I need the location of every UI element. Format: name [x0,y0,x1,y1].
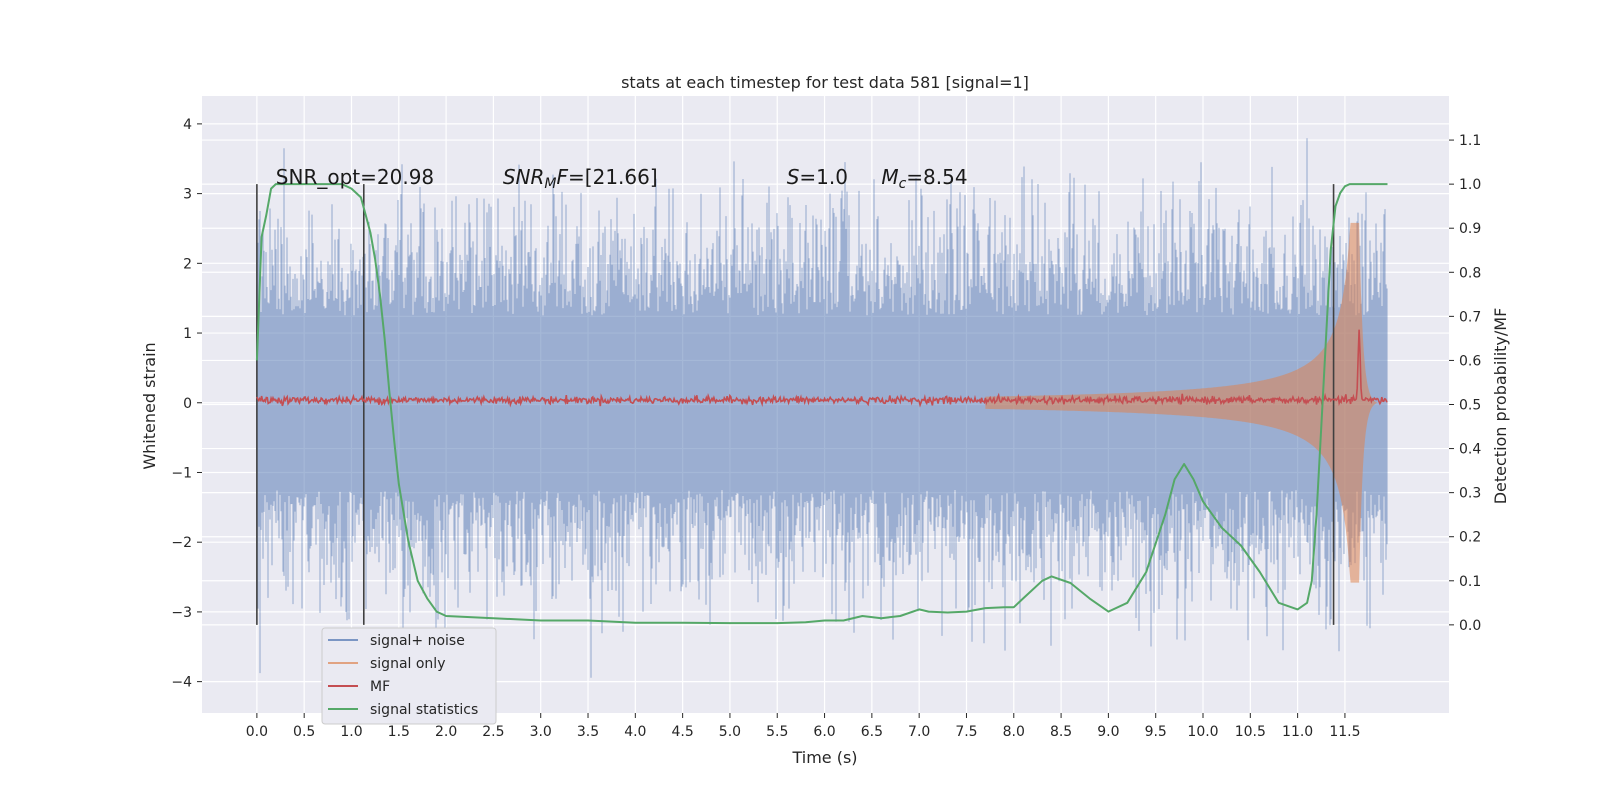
y-axis-ticks: 4 3 2 1 0 −1 −2 −3 −4 [171,117,202,691]
annotations: SNR_opt=20.98 SNRMF=[21.66] S=1.0 Mc=8.54 [276,165,968,192]
x-tick-label: 4.0 [624,724,646,740]
y2-tick-label: 0.9 [1459,221,1481,237]
x-tick-label: 1.0 [340,724,362,740]
x-tick-label: 1.5 [388,724,410,740]
y-tick-label: 1 [183,326,192,342]
x-tick-label: 3.5 [577,724,599,740]
x-tick-label: 2.5 [482,724,504,740]
x-axis-ticks: 0.0 0.5 1.0 1.5 2.0 2.5 3.0 3.5 4.0 4.5 5.0 5.5 6.0 6… [246,713,1361,740]
y2-axis-title: Detection probability/MF [1491,308,1510,505]
legend-box [321,627,497,725]
series-signal-statistics [255,183,1388,625]
signal-only-envelope [985,222,1388,583]
x-tick-label: 11.0 [1282,724,1313,740]
y2-tick-label: 0.1 [1459,574,1481,590]
x-tick-label: 6.5 [861,724,883,740]
y2-tick-label: 0.0 [1459,618,1481,634]
annotation: Mc=8.54 [881,165,967,192]
y2-tick-label: 0.5 [1459,398,1481,414]
x-tick-label: 4.5 [672,724,694,740]
x-tick-label: 6.0 [813,724,835,740]
x-tick-label: 3.0 [530,724,552,740]
y-tick-label: −1 [171,465,192,481]
x-tick-label: 11.5 [1329,724,1360,740]
y2-tick-label: 0.3 [1459,486,1481,502]
legend: signal+ noise signal only MF signal statist… [321,627,497,725]
y-tick-label: −2 [171,535,192,551]
x-tick-label: 0.0 [246,724,268,740]
x-tick-label: 8.5 [1050,724,1072,740]
y2-tick-label: 1.1 [1459,133,1481,149]
y2-tick-label: 0.6 [1459,353,1481,369]
series-signal-only [985,222,1388,583]
x-tick-label: 8.0 [1003,724,1025,740]
annotation: S=1.0 [787,165,848,189]
vertical-markers [256,184,1335,625]
x-tick-label: 10.5 [1235,724,1266,740]
x-tick-label: 7.0 [908,724,930,740]
y-tick-label: 0 [183,396,192,412]
x-tick-label: 2.0 [435,724,457,740]
legend-label: signal only [370,656,445,672]
x-tick-label: 5.0 [719,724,741,740]
y-tick-label: 2 [183,256,192,272]
y2-tick-label: 0.4 [1459,442,1481,458]
x-tick-label: 7.5 [955,724,977,740]
y2-axis-ticks: 1.1 1.0 0.9 0.8 0.7 0.6 0.5 0.4 0.3 0.2 0.1 0.0 [1449,133,1481,634]
series-mf [256,329,1388,408]
legend-label: MF [370,679,390,695]
y-tick-label: −4 [171,675,192,691]
annotation: SNR_opt=20.98 [276,165,434,189]
x-tick-label: 9.0 [1097,724,1119,740]
y-tick-label: 4 [183,117,192,133]
y2-tick-label: 0.2 [1459,530,1481,546]
x-tick-label: 0.5 [293,724,315,740]
x-tick-label: 5.5 [766,724,788,740]
y-tick-label: 3 [183,187,192,203]
y-tick-label: −3 [171,605,192,621]
mf-line [256,329,1388,408]
y-axis-title: Whitened strain [140,342,159,469]
legend-label: signal+ noise [370,633,465,649]
y2-tick-label: 0.7 [1459,309,1481,325]
x-tick-label: 10.0 [1187,724,1218,740]
annotation: SNRMF=[21.66] [503,165,658,192]
legend-label: signal statistics [370,702,478,718]
chart-title: stats at each timestep for test data 581… [621,73,1029,92]
x-tick-label: 9.5 [1145,724,1167,740]
x-axis-title: Time (s) [791,748,857,767]
signal-statistics-line [255,183,1388,625]
y2-tick-label: 0.8 [1459,265,1481,281]
y2-tick-label: 1.0 [1459,177,1481,193]
